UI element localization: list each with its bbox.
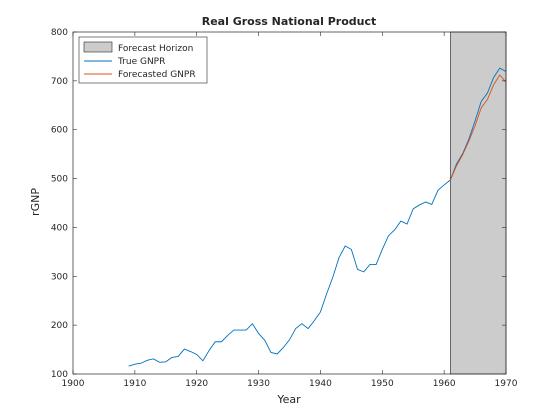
y-tick-label: 600: [51, 126, 68, 136]
x-tick-label: 1960: [433, 379, 456, 389]
legend-entry-forecast-horizon: Forecast Horizon: [118, 44, 193, 54]
y-tick-label: 800: [51, 28, 68, 38]
y-tick-label: 200: [51, 321, 68, 331]
legend: Forecast Horizon True GNPR Forecasted GN…: [78, 36, 208, 84]
y-tick-label: 100: [51, 370, 68, 380]
axes-layer: [72, 31, 507, 375]
y-tick-label: 700: [51, 77, 68, 87]
forecast-horizon-band: [450, 31, 507, 375]
legend-forecast-horizon-swatch: [83, 41, 113, 53]
plot-frame: [72, 31, 507, 375]
y-axis-label: rGNP: [29, 188, 42, 216]
x-tick-label: 1950: [371, 379, 394, 389]
x-tick-label: 1920: [185, 379, 208, 389]
series-layer: [128, 67, 507, 367]
legend-entry-true-gnpr: True GNPR: [117, 57, 165, 67]
series-line-forecasted-gnpr: [449, 74, 507, 181]
chart-title: Real Gross National Product: [202, 15, 377, 28]
legend-entry-forecasted-gnpr: Forecasted GNPR: [118, 70, 196, 80]
forecast-horizon-layer: [450, 31, 507, 375]
y-tick-label: 400: [51, 223, 68, 233]
x-tick-label: 1910: [123, 379, 146, 389]
x-axis-label: Year: [276, 393, 301, 406]
y-tick-label: 300: [51, 272, 68, 282]
y-tick-label: 500: [51, 175, 68, 185]
x-tick-label: 1970: [495, 379, 518, 389]
x-tick-label: 1900: [62, 379, 85, 389]
series-line-true-gnpr: [128, 67, 507, 367]
x-tick-label: 1940: [309, 379, 332, 389]
ticks-layer: 1900 1910 1920 1930 1940 1950 1960 1970 100 200 30…: [51, 28, 518, 389]
x-tick-label: 1930: [247, 379, 270, 389]
